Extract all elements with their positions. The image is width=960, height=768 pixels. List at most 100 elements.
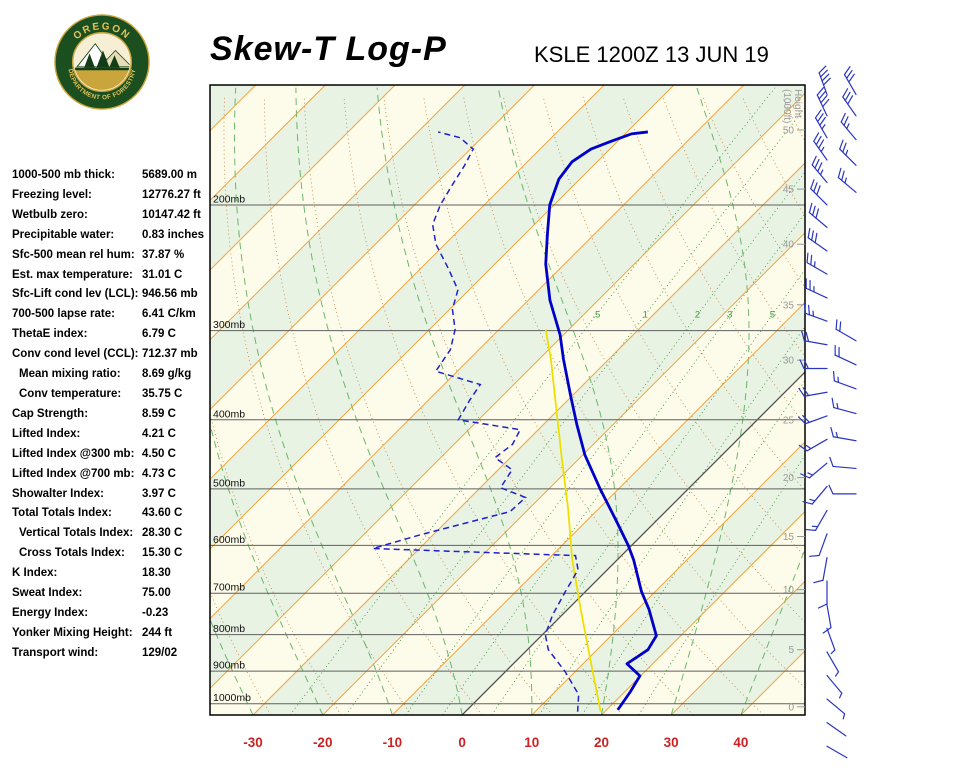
index-value: -0.23	[142, 606, 169, 619]
index-value: 4.50 C	[142, 447, 176, 460]
index-row: Total Totals Index: 43.60 C	[12, 504, 212, 524]
index-value: 946.56 mb	[142, 288, 198, 301]
index-row: Freezing level: 12776.27 ft	[12, 186, 212, 206]
index-label: ThetaE index:	[12, 328, 88, 341]
mixing-ratio-lines	[289, 87, 805, 715]
svg-text:.5: .5	[592, 310, 600, 321]
index-row: Showalter Index: 3.97 C	[12, 485, 212, 505]
svg-text:5: 5	[788, 645, 794, 656]
index-value: 3.97 C	[142, 487, 176, 500]
svg-text:30: 30	[783, 356, 795, 367]
page-title: Skew-T Log-P	[210, 30, 447, 68]
index-value: 35.75 C	[142, 387, 183, 400]
isotherms	[210, 85, 805, 715]
index-row: K Index: 18.30	[12, 564, 212, 584]
index-label: Cross Totals Index:	[19, 547, 125, 560]
index-label: Vertical Totals Index:	[19, 527, 134, 540]
index-row: Precipitable water: 0.83 inches	[12, 226, 212, 246]
index-label: Lifted Index @300 mb:	[12, 447, 135, 460]
svg-text:-30: -30	[243, 735, 263, 750]
index-row: 700-500 lapse rate: 6.41 C/km	[12, 305, 212, 325]
svg-text:25: 25	[783, 415, 795, 426]
parcel-curve	[544, 329, 602, 712]
index-value: 43.60 C	[142, 507, 183, 520]
index-label: Lifted Index:	[12, 427, 81, 440]
svg-text:40: 40	[783, 240, 795, 251]
temperature-curve	[544, 130, 658, 711]
index-row: Conv temperature: 35.75 C	[12, 385, 212, 405]
index-row: Cross Totals Index: 15.30 C	[12, 544, 212, 564]
index-label: Sweat Index:	[12, 587, 83, 600]
index-label: Cap Strength:	[12, 407, 89, 420]
pressure-labels: 200mb 300mb 400mb 500mb 600mb 700mb 800mb 900mb…	[213, 193, 251, 704]
index-label: Conv cond level (CCL):	[12, 348, 139, 361]
dewpoint-curve	[372, 131, 580, 712]
index-value: 244 ft	[142, 626, 173, 639]
index-label: Conv temperature:	[19, 387, 122, 400]
index-value: 712.37 mb	[142, 348, 198, 361]
plot-frame	[209, 84, 806, 716]
svg-text:0: 0	[458, 735, 466, 750]
index-value: 8.69 g/kg	[142, 368, 192, 381]
plot-area: .5 1 2 3 5	[210, 85, 805, 715]
index-value: 6.41 C/km	[142, 308, 196, 321]
svg-text:40: 40	[733, 735, 748, 750]
index-label: Total Totals Index:	[12, 507, 112, 520]
svg-text:500mb: 500mb	[213, 477, 245, 489]
index-label: Energy Index:	[12, 606, 89, 619]
index-label: Precipitable water:	[12, 228, 115, 241]
index-row: Sfc-Lift cond lev (LCL): 946.56 mb	[12, 285, 212, 305]
index-value: 6.79 C	[142, 328, 176, 341]
index-label: 700-500 lapse rate:	[12, 308, 115, 321]
indices-rows: 1000-500 mb thick: 5689.00 m Freezing lev…	[12, 166, 212, 664]
index-row: Vertical Totals Index: 28.30 C	[12, 524, 212, 544]
index-row: Est. max temperature: 31.01 C	[12, 266, 212, 286]
index-row: Wetbulb zero: 10147.42 ft	[12, 206, 212, 226]
index-label: Sfc-500 mean rel hum:	[12, 248, 135, 261]
svg-text:3: 3	[727, 310, 732, 321]
height-axis-title: Height	[792, 89, 803, 118]
index-value: 10147.42 ft	[142, 208, 201, 221]
svg-text:900mb: 900mb	[213, 660, 245, 672]
svg-text:2: 2	[695, 310, 700, 321]
svg-text:200mb: 200mb	[213, 193, 245, 205]
index-value: 0.83 inches	[142, 228, 205, 241]
svg-text:45: 45	[783, 185, 795, 196]
index-label: 1000-500 mb thick:	[12, 169, 115, 181]
index-row: Cap Strength: 8.59 C	[12, 405, 212, 425]
svg-text:20: 20	[783, 473, 795, 484]
index-value: 28.30 C	[142, 527, 183, 540]
index-row: Lifted Index @700 mb: 4.73 C	[12, 465, 212, 485]
index-label: Transport wind:	[12, 646, 99, 659]
logo-forest-scene	[74, 34, 130, 90]
index-label: Est. max temperature:	[12, 268, 133, 281]
svg-text:0: 0	[788, 702, 794, 713]
mixing-ratio-labels: .5 1 2 3 5	[592, 310, 775, 321]
index-row: ThetaE index: 6.79 C	[12, 325, 212, 345]
pressure-lines	[210, 204, 805, 705]
index-label: Mean mixing ratio:	[19, 368, 121, 381]
wind-barbs	[798, 65, 857, 759]
index-row: Conv cond level (CCL): 712.37 mb	[12, 345, 212, 365]
index-label: Sfc-Lift cond lev (LCL):	[12, 288, 139, 301]
odf-logo: OREGON DEPARTMENT OF FORESTRY	[54, 14, 150, 110]
svg-text:800mb: 800mb	[213, 623, 245, 635]
index-value: 8.59 C	[142, 407, 176, 420]
index-value: 12776.27 ft	[142, 188, 201, 201]
tree-icons	[83, 50, 121, 71]
svg-text:20: 20	[594, 735, 609, 750]
svg-text:400mb: 400mb	[213, 408, 245, 420]
index-row: Mean mixing ratio: 8.69 g/kg	[12, 365, 212, 385]
index-value: 31.01 C	[142, 268, 183, 281]
index-row: Sweat Index: 75.00	[12, 584, 212, 604]
svg-text:50: 50	[783, 125, 795, 136]
index-row: Lifted Index: 4.21 C	[12, 425, 212, 445]
svg-text:-20: -20	[313, 735, 333, 750]
index-value: 129/02	[142, 646, 178, 659]
svg-text:700mb: 700mb	[213, 582, 245, 594]
index-label: Wetbulb zero:	[12, 208, 88, 221]
index-value: 4.21 C	[142, 427, 176, 440]
